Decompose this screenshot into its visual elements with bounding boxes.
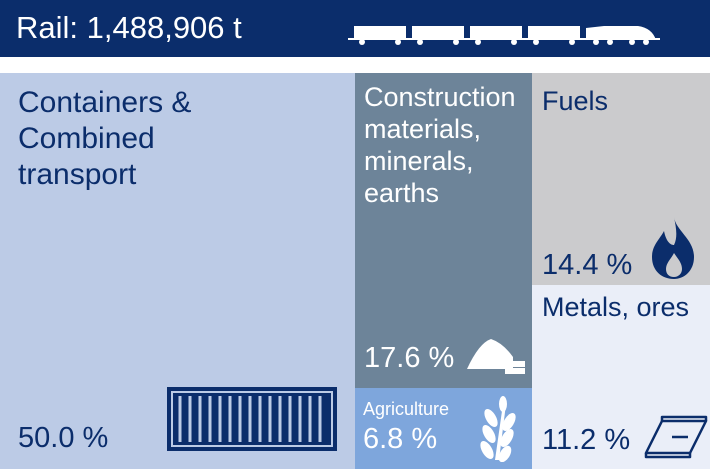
tile-value-construction: 17.6 % xyxy=(364,342,455,374)
gravel-pile-icon xyxy=(467,339,525,374)
train-icon xyxy=(348,26,660,45)
flame-icon xyxy=(652,217,694,279)
tile-fuels: Fuels 14.4 % xyxy=(532,73,710,285)
tile-label-construction: Construction materials, minerals, earths xyxy=(364,82,516,208)
tile-agriculture: Agriculture 6.8 % xyxy=(355,388,532,469)
container-icon xyxy=(167,387,337,451)
tile-label-agriculture: Agriculture xyxy=(363,399,450,419)
chart-header: Rail: 1,488,906 t xyxy=(0,0,710,57)
tile-construction: Construction materials, minerals, earths… xyxy=(355,73,532,388)
tile-label-containers: Containers & Combined transport xyxy=(18,86,192,191)
tile-value-fuels: 14.4 % xyxy=(542,249,633,281)
tile-value-agriculture: 6.8 % xyxy=(363,423,438,455)
tile-label-fuels: Fuels xyxy=(542,86,609,116)
chart-title: Rail: 1,488,906 t xyxy=(16,10,242,45)
tile-containers: Containers & Combined transport 50.0 % xyxy=(0,73,355,469)
tile-value-metals: 11.2 % xyxy=(542,424,631,456)
tile-value-containers: 50.0 % xyxy=(18,422,109,454)
steel-beam-icon xyxy=(644,415,708,459)
wheat-icon xyxy=(480,396,516,462)
tile-label-metals: Metals, ores xyxy=(542,292,690,322)
tile-metals: Metals, ores 11.2 % xyxy=(532,285,710,469)
